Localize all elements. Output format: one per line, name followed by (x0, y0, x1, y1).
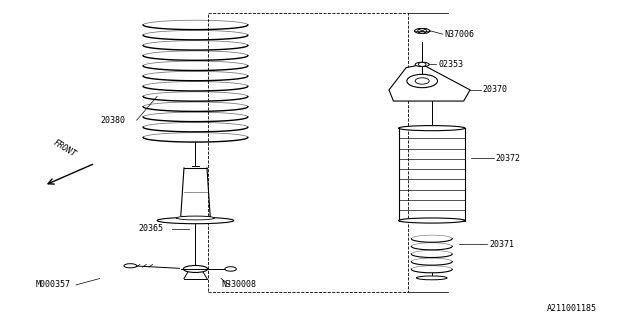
Text: FRONT: FRONT (52, 139, 77, 159)
Text: N37006: N37006 (445, 30, 474, 39)
Text: A211001185: A211001185 (547, 304, 596, 313)
Polygon shape (389, 64, 470, 101)
Text: 20380: 20380 (100, 116, 125, 125)
Ellipse shape (415, 62, 429, 67)
Ellipse shape (183, 266, 207, 272)
Text: M000357: M000357 (36, 280, 71, 289)
Ellipse shape (407, 74, 438, 88)
Ellipse shape (157, 217, 234, 224)
Ellipse shape (415, 28, 430, 34)
Ellipse shape (415, 78, 429, 84)
Ellipse shape (399, 125, 465, 131)
Circle shape (418, 29, 427, 33)
Ellipse shape (417, 276, 447, 280)
Circle shape (419, 62, 426, 66)
Text: 20372: 20372 (495, 154, 520, 163)
Ellipse shape (399, 218, 465, 223)
Ellipse shape (225, 267, 236, 271)
Text: N330008: N330008 (221, 280, 256, 289)
Ellipse shape (124, 264, 137, 268)
Text: 02353: 02353 (438, 60, 463, 69)
Text: 20371: 20371 (489, 240, 514, 249)
Text: 20370: 20370 (483, 85, 508, 94)
Text: 20365: 20365 (138, 224, 164, 233)
Ellipse shape (176, 216, 214, 220)
